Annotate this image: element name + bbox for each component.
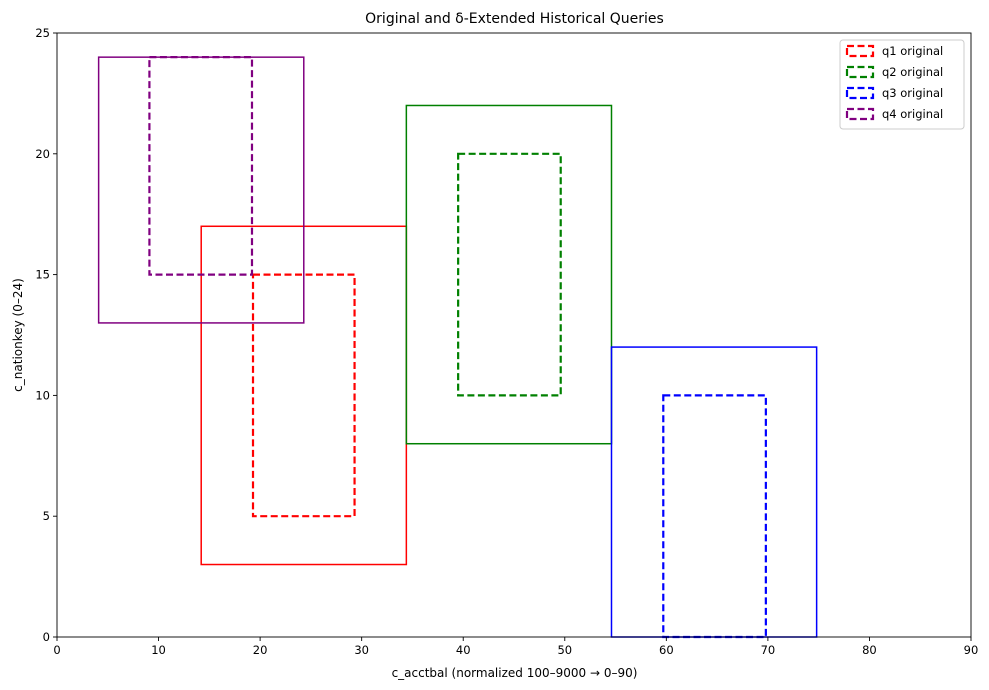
plot-frame <box>56 32 972 638</box>
y-tick-label: 25 <box>35 26 50 40</box>
original-query-rect-q3 <box>662 394 767 639</box>
y-axis: 0 5 10 15 20 25 <box>35 26 57 644</box>
extended-query-rect-q4 <box>97 56 305 324</box>
x-tick-label: 40 <box>456 643 471 657</box>
x-tick-label: 60 <box>659 643 674 657</box>
x-tick-label: 0 <box>53 643 60 657</box>
extended-query-rect-q2 <box>405 104 613 445</box>
legend: q1 original q2 original q3 original q4 orig… <box>839 39 965 130</box>
y-tick-label: 0 <box>43 630 50 644</box>
legend-label-q4: q4 original <box>882 107 943 121</box>
legend-box <box>839 39 965 130</box>
x-tick-label: 70 <box>761 643 776 657</box>
y-tick-label: 5 <box>43 509 50 523</box>
x-tick-label: 30 <box>354 643 369 657</box>
x-axis: 0 10 20 30 40 50 60 70 80 90 <box>53 637 978 657</box>
y-tick-label: 15 <box>35 268 50 282</box>
chart-title: Original and δ-Extended Historical Queri… <box>365 11 664 27</box>
x-tick-label: 50 <box>557 643 572 657</box>
x-tick-label: 90 <box>964 643 979 657</box>
original-query-rect-q2 <box>457 152 562 397</box>
legend-swatch-q2 <box>845 65 875 79</box>
x-tick-label: 20 <box>253 643 268 657</box>
original-query-rect-q1 <box>251 273 356 518</box>
legend-label-q3: q3 original <box>882 86 943 100</box>
legend-label-q2: q2 original <box>882 65 943 79</box>
y-tick-label: 10 <box>35 388 50 402</box>
y-axis-label: c_nationkey (0–24) <box>11 278 25 392</box>
plot-area <box>56 32 972 639</box>
extended-query-rect-q3 <box>610 346 818 638</box>
original-query-rect-q4 <box>148 56 254 276</box>
legend-label-q1: q1 original <box>882 44 943 58</box>
x-tick-label: 80 <box>862 643 877 657</box>
x-tick-label: 10 <box>151 643 166 657</box>
legend-swatch-q1 <box>845 44 875 58</box>
y-tick-label: 20 <box>35 147 50 161</box>
x-axis-label: c_acctbal (normalized 100–9000 → 0–90) <box>392 666 638 680</box>
legend-swatch-q4 <box>845 107 875 121</box>
legend-swatch-q3 <box>845 86 875 100</box>
